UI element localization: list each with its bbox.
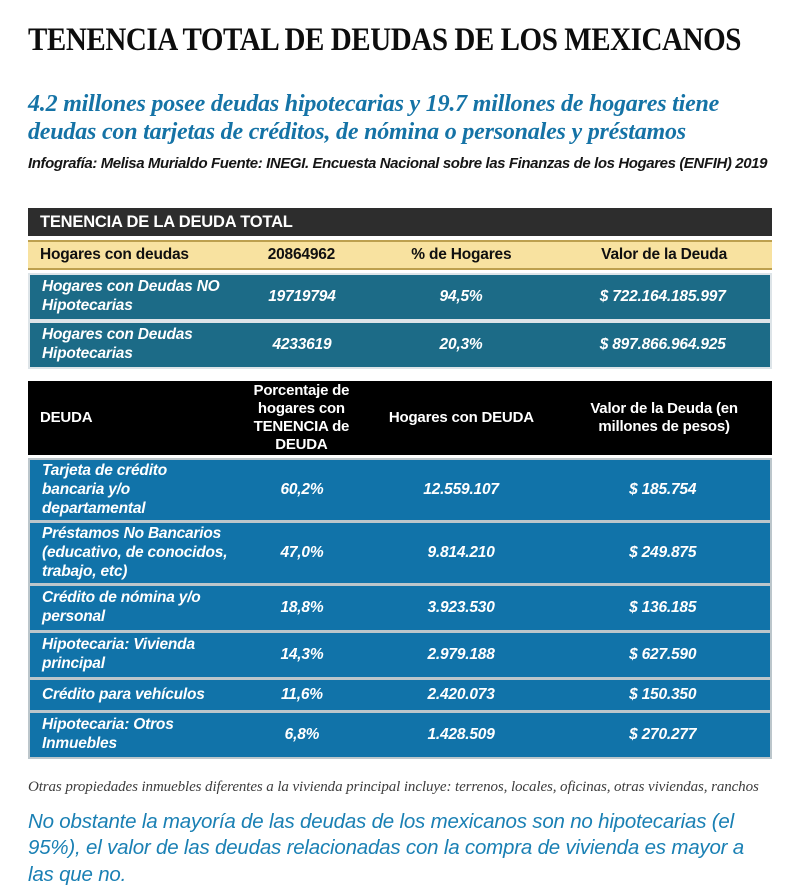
row-label: Crédito de nómina y/o personal <box>42 589 201 626</box>
cell-hogares: 2.420.073 <box>427 685 495 703</box>
table-deuda-total-header: TENENCIA DE LA DEUDA TOTAL <box>28 208 772 237</box>
cell-percent: 94,5% <box>439 287 483 305</box>
cell-valor: $ 627.590 <box>629 645 697 663</box>
cell-percent: 20,3% <box>439 335 483 353</box>
cell-valor: $ 722.164.185.997 <box>599 287 726 305</box>
table-row: Hogares con Deudas Hipotecarias 4233619 … <box>30 323 770 368</box>
conclusion-text: No obstante la mayoría de las deudas de … <box>28 810 744 886</box>
cell-hogares: 1.428.509 <box>427 725 495 743</box>
table-row: Crédito de nómina y/o personal 18,8% 3.9… <box>30 586 770 631</box>
table-deuda-breakdown: DEUDA Porcentaje de hogares con TENENCIA… <box>28 381 772 760</box>
cell-percent: 18,8% <box>280 598 324 616</box>
table-deuda-breakdown-header-row: DEUDA Porcentaje de hogares con TENENCIA… <box>28 381 772 456</box>
table-row: Tarjeta de crédito bancaria y/o departam… <box>30 460 770 521</box>
subtitle: 4.2 millones posee deudas hipotecarias y… <box>28 91 720 146</box>
table-deuda-total-body: Hogares con Deudas NO Hipotecarias 19719… <box>28 273 772 370</box>
cell-valor: $ 897.866.964.925 <box>599 335 726 353</box>
table-row: Préstamos No Bancarios (educativo, de co… <box>30 523 770 584</box>
column-header: Hogares con deudas <box>40 245 189 263</box>
column-header: Valor de la Deuda (en millones de pesos) <box>590 399 738 436</box>
cell-percent: 60,2% <box>280 480 324 498</box>
table-row: Crédito para vehículos 11,6% 2.420.073 $… <box>30 680 770 711</box>
cell-hogares: 19719794 <box>268 287 336 305</box>
column-header: 20864962 <box>267 245 336 263</box>
cell-valor: $ 136.185 <box>629 598 697 616</box>
cell-valor: $ 270.277 <box>629 725 697 743</box>
table-deuda-total-header-label: TENENCIA DE LA DEUDA TOTAL <box>40 212 293 231</box>
table-row: Hogares con Deudas NO Hipotecarias 19719… <box>30 275 770 320</box>
row-label: Crédito para vehículos <box>42 685 205 703</box>
cell-hogares: 2.979.188 <box>427 645 495 663</box>
table-deuda-total: TENENCIA DE LA DEUDA TOTAL Hogares con d… <box>28 208 772 370</box>
cell-hogares: 4233619 <box>272 335 332 353</box>
table-row: Hipotecaria: Vivienda principal 14,3% 2.… <box>30 633 770 678</box>
row-label: Hipotecaria: Otros Inmuebles <box>42 716 174 753</box>
cell-hogares: 9.814.210 <box>427 543 495 561</box>
footnote: Otras propiedades inmuebles diferentes a… <box>28 779 759 796</box>
row-label: Hogares con Deudas NO Hipotecarias <box>42 278 220 315</box>
table-row: Hipotecaria: Otros Inmuebles 6,8% 1.428.… <box>30 713 770 758</box>
cell-percent: 47,0% <box>280 543 324 561</box>
column-header: % de Hogares <box>411 245 512 263</box>
cell-valor: $ 185.754 <box>629 480 697 498</box>
table-deuda-total-subheader-row: Hogares con deudas 20864962 % de Hogares… <box>28 240 772 271</box>
cell-percent: 14,3% <box>280 645 324 663</box>
cell-hogares: 3.923.530 <box>427 598 495 616</box>
cell-valor: $ 249.875 <box>629 543 697 561</box>
cell-percent: 6,8% <box>284 725 320 743</box>
cell-valor: $ 150.350 <box>629 685 697 703</box>
row-label: Tarjeta de crédito bancaria y/o departam… <box>42 461 168 517</box>
table-deuda-breakdown-body: Tarjeta de crédito bancaria y/o departam… <box>28 458 772 760</box>
row-label: Hogares con Deudas Hipotecarias <box>42 326 193 363</box>
row-label: Hipotecaria: Vivienda principal <box>42 636 195 673</box>
credit-line: Infografía: Melisa Murialdo Fuente: INEG… <box>28 155 768 173</box>
column-header: Porcentaje de hogares con TENENCIA de DE… <box>253 381 350 454</box>
row-label: Préstamos No Bancarios (educativo, de co… <box>42 524 228 580</box>
cell-percent: 11,6% <box>281 685 323 703</box>
column-header: DEUDA <box>40 409 93 426</box>
column-header: Valor de la Deuda <box>601 245 727 263</box>
column-header: Hogares con DEUDA <box>388 409 534 426</box>
page-title: TENENCIA TOTAL DE DEUDAS DE LOS MEXICANO… <box>28 22 741 58</box>
cell-hogares: 12.559.107 <box>423 480 499 498</box>
